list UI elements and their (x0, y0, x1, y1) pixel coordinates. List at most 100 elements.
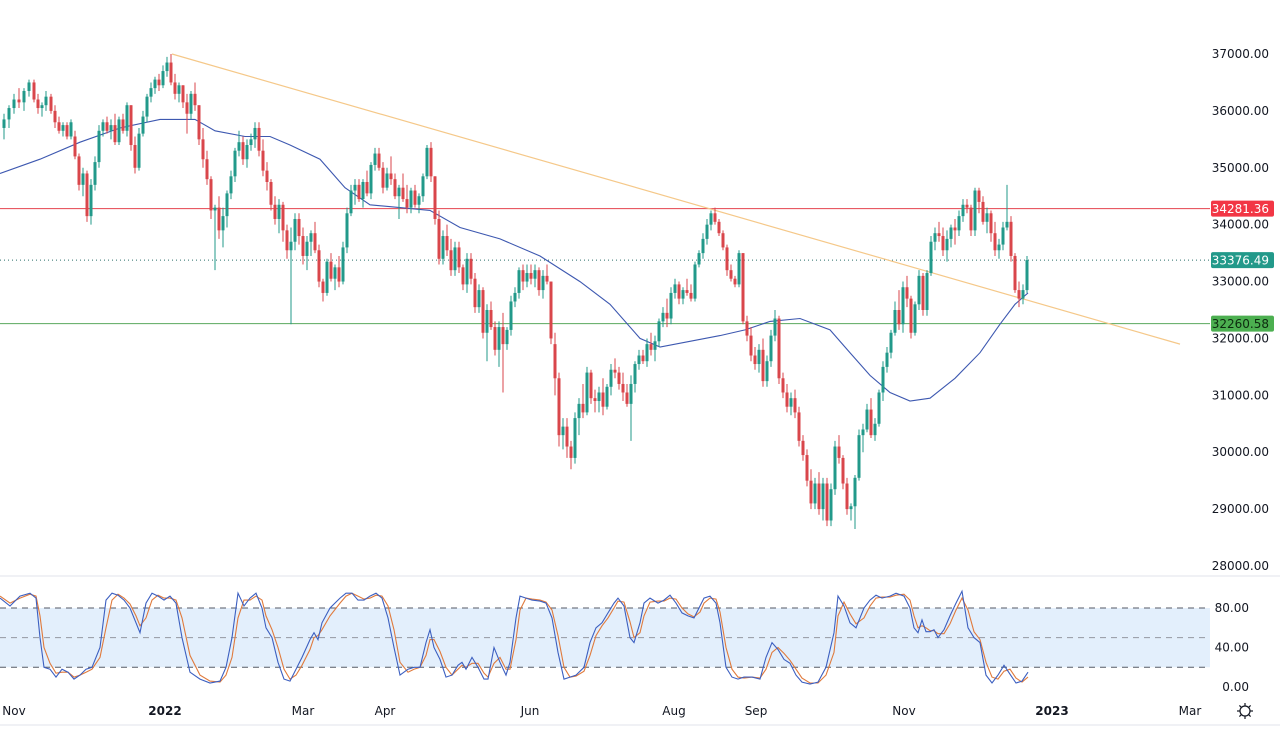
candle (449, 238, 453, 276)
candle (861, 423, 865, 453)
candle (989, 210, 993, 242)
price-axis[interactable]: 37000.00 36000.00 35000.00 34000.00 33000.00… (1212, 47, 1269, 573)
candle (373, 147, 377, 171)
candle (741, 253, 745, 325)
candle (537, 267, 541, 296)
candle (209, 176, 213, 219)
price-tick: 32000.00 (1212, 331, 1269, 345)
candle (93, 156, 97, 191)
candle (133, 136, 137, 174)
candle (473, 273, 477, 313)
candle (777, 315, 781, 384)
price-tick: 36000.00 (1212, 104, 1269, 118)
price-tick: 34000.00 (1212, 218, 1269, 232)
stochastic-pane[interactable] (0, 589, 1210, 685)
candle (625, 383, 629, 407)
candle (285, 224, 289, 259)
candle (569, 440, 573, 470)
time-tick: Aug (662, 704, 685, 718)
price-tick: 29000.00 (1212, 502, 1269, 516)
candle (973, 187, 977, 237)
candle (617, 366, 621, 390)
gear-icon[interactable] (1237, 703, 1253, 719)
candle (113, 113, 117, 146)
candle (645, 338, 649, 367)
candle (469, 253, 473, 285)
candle (377, 147, 381, 171)
candle (12, 93, 16, 114)
svg-text:33376.49: 33376.49 (1212, 254, 1269, 268)
candle (485, 304, 489, 362)
candle (193, 82, 197, 111)
candle (945, 230, 949, 262)
candle (681, 287, 685, 305)
candle (7, 105, 11, 128)
moving-average-line (0, 118, 1029, 402)
candle (881, 361, 885, 402)
candle (445, 224, 449, 256)
candle (22, 88, 26, 111)
candle (157, 73, 161, 91)
candle (417, 193, 421, 214)
candle (461, 264, 465, 291)
candle (281, 201, 285, 242)
candle (969, 204, 973, 237)
candle (697, 250, 701, 268)
candle (829, 483, 833, 527)
price-tick: 30000.00 (1212, 445, 1269, 459)
candle (701, 233, 705, 259)
candle (233, 147, 237, 182)
candle (809, 469, 813, 510)
candle (245, 139, 249, 168)
time-axis[interactable]: Nov 2022 Mar Apr Jun Aug Sep Nov 2023 Mar (2, 704, 1201, 718)
candle (397, 184, 401, 219)
candle (557, 372, 561, 447)
descending-trendline[interactable] (171, 53, 1181, 345)
candle (225, 190, 229, 228)
candle (597, 386, 601, 413)
candle (953, 218, 957, 245)
candle (629, 375, 633, 441)
candle (589, 369, 593, 404)
last-price-price-tag: 33376.49 (1211, 252, 1274, 269)
candle (385, 167, 389, 191)
candle (673, 278, 677, 299)
candle (317, 244, 321, 288)
candle (685, 278, 689, 296)
candle (36, 93, 40, 114)
candle (497, 321, 501, 367)
candle (309, 230, 313, 256)
candle (321, 278, 325, 302)
candle (189, 90, 193, 120)
candle (901, 281, 905, 333)
candle (153, 76, 157, 94)
candle (853, 474, 857, 530)
stochastic-axis[interactable]: 80.00 40.00 0.00 (1215, 601, 1249, 694)
candle (381, 162, 385, 194)
candle (917, 270, 921, 310)
candle (641, 349, 645, 365)
candle (533, 264, 537, 288)
candle (805, 449, 809, 487)
candle (265, 162, 269, 191)
candle (221, 207, 225, 248)
candle (201, 127, 205, 168)
candle (1005, 184, 1009, 231)
candle (77, 153, 81, 191)
candle (769, 329, 773, 367)
candle (661, 307, 665, 328)
stoch-k-line (0, 589, 1029, 685)
candle (817, 472, 821, 515)
candle (425, 145, 429, 180)
time-tick: 2023 (1035, 704, 1068, 718)
trendline[interactable] (171, 53, 1181, 345)
price-tick: 37000.00 (1212, 47, 1269, 61)
candlestick-series (2, 54, 1029, 530)
candle (40, 102, 44, 117)
candle (737, 250, 741, 288)
candle (885, 346, 889, 373)
candle (409, 187, 413, 214)
candle (365, 170, 369, 197)
price-pane[interactable] (0, 53, 1210, 530)
